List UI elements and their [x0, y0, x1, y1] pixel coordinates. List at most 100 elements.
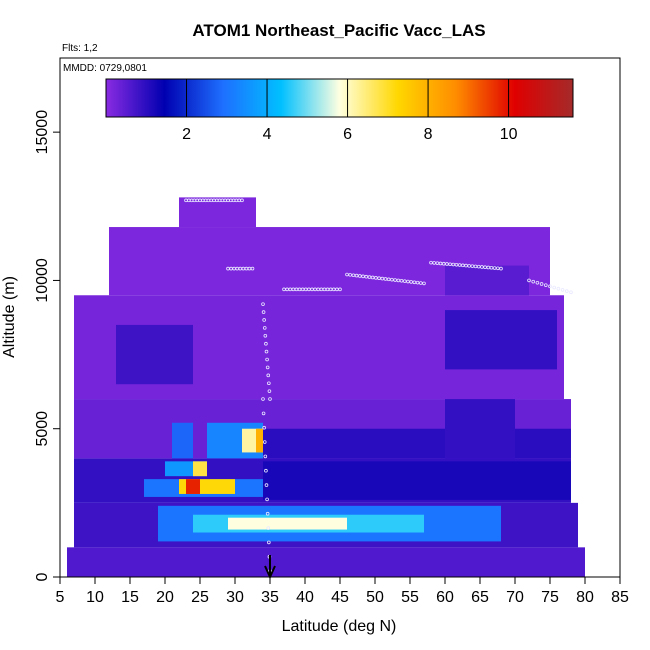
heatmap-cell: [263, 428, 571, 459]
track-marker: [560, 288, 565, 292]
colorbar-tick-label: 2: [182, 126, 191, 143]
track-marker: [451, 262, 456, 267]
track-marker: [383, 277, 388, 281]
x-tick-label: 20: [156, 589, 174, 606]
track-marker: [267, 389, 272, 393]
track-marker: [415, 280, 420, 285]
y-tick-label: 0: [34, 572, 51, 581]
track-marker: [429, 260, 433, 265]
track-marker: [264, 341, 268, 346]
x-tick-label: 75: [541, 589, 559, 606]
x-axis: 5 10 15 20 25 30 35 40 45 50 55 60 65 70 75 80 85: [56, 577, 629, 606]
colorbar: 2 4 6 8 10: [105, 78, 574, 143]
track-marker: [262, 440, 267, 444]
colorbar-tick-label: 10: [500, 126, 518, 143]
track-marker: [263, 333, 268, 338]
track-marker: [539, 282, 544, 286]
flights-label: Flts: 1,2: [62, 43, 98, 54]
track-marker: [496, 266, 500, 271]
track-marker: [263, 454, 268, 459]
x-tick-label: 5: [56, 589, 65, 606]
heatmap-cell: [445, 265, 529, 296]
track-marker: [351, 273, 356, 278]
track-marker: [261, 302, 265, 306]
track-marker: [380, 276, 385, 281]
track-marker: [358, 274, 362, 278]
track-marker: [418, 281, 423, 285]
track-marker: [422, 281, 426, 286]
track-marker: [361, 274, 365, 279]
track-marker: [399, 278, 404, 283]
track-marker: [265, 511, 270, 516]
track-marker: [535, 281, 540, 285]
x-tick-label: 30: [226, 589, 244, 606]
x-tick-label: 50: [366, 589, 384, 606]
x-tick-label: 15: [121, 589, 139, 606]
y-tick-label: 10000: [34, 258, 51, 303]
colorbar-tick-label: 6: [343, 126, 352, 143]
track-marker: [499, 266, 503, 271]
track-marker: [261, 397, 265, 401]
track-marker: [377, 276, 381, 281]
track-marker: [486, 265, 491, 270]
flight-track-markers: [184, 198, 573, 573]
track-marker: [457, 263, 462, 267]
track-marker: [435, 261, 440, 265]
x-tick-label: 45: [331, 589, 349, 606]
track-marker: [250, 266, 255, 271]
track-marker: [569, 290, 573, 295]
track-marker: [564, 289, 569, 293]
track-marker: [374, 276, 378, 280]
track-marker: [406, 279, 410, 284]
track-marker: [364, 274, 369, 279]
x-tick-label: 70: [506, 589, 524, 606]
y-axis-label: Altitude (m): [1, 276, 18, 358]
track-marker: [262, 326, 267, 330]
x-tick-label: 35: [261, 589, 279, 606]
heatmap-cell: [67, 547, 585, 577]
track-marker: [492, 266, 497, 270]
track-marker: [264, 468, 268, 473]
track-marker: [396, 278, 401, 283]
x-tick-label: 10: [86, 589, 104, 606]
colorbar-tick-label: 4: [263, 126, 272, 143]
heatmap-cell: [116, 324, 193, 385]
track-marker: [345, 272, 349, 277]
track-marker: [531, 279, 535, 284]
track-marker: [483, 265, 487, 270]
colorbar-tick-label: 8: [424, 126, 433, 143]
heatmap-cell: [228, 517, 347, 530]
track-marker: [464, 263, 468, 268]
track-marker: [390, 277, 394, 282]
track-marker: [448, 262, 452, 267]
track-marker: [552, 285, 556, 290]
track-marker: [467, 264, 471, 268]
x-tick-label: 40: [296, 589, 314, 606]
track-marker: [338, 287, 342, 292]
track-marker: [367, 275, 372, 279]
track-marker: [262, 318, 266, 322]
track-marker: [266, 526, 271, 530]
track-marker: [370, 275, 375, 280]
track-marker: [386, 277, 391, 282]
track-marker: [261, 411, 266, 416]
x-axis-label: Latitude (deg N): [282, 618, 397, 635]
track-marker: [461, 263, 465, 268]
x-tick-label: 65: [471, 589, 489, 606]
x-tick-label: 85: [611, 589, 629, 606]
track-marker: [264, 483, 269, 487]
track-marker: [438, 261, 443, 266]
chart-title: ATOM1 Northeast_Pacific Vacc_LAS: [192, 21, 485, 40]
arrow-head: [264, 565, 276, 580]
track-marker: [261, 310, 266, 314]
heatmap-cell: [186, 479, 200, 494]
track-marker: [548, 284, 552, 289]
heatmap-cell: [445, 310, 557, 370]
y-tick-label: 15000: [34, 110, 51, 155]
track-marker: [240, 198, 244, 203]
y-tick-label: 5000: [34, 411, 51, 447]
track-marker: [473, 264, 478, 269]
track-marker: [265, 497, 269, 502]
track-marker: [393, 278, 397, 282]
heatmap-cell: [179, 197, 256, 228]
